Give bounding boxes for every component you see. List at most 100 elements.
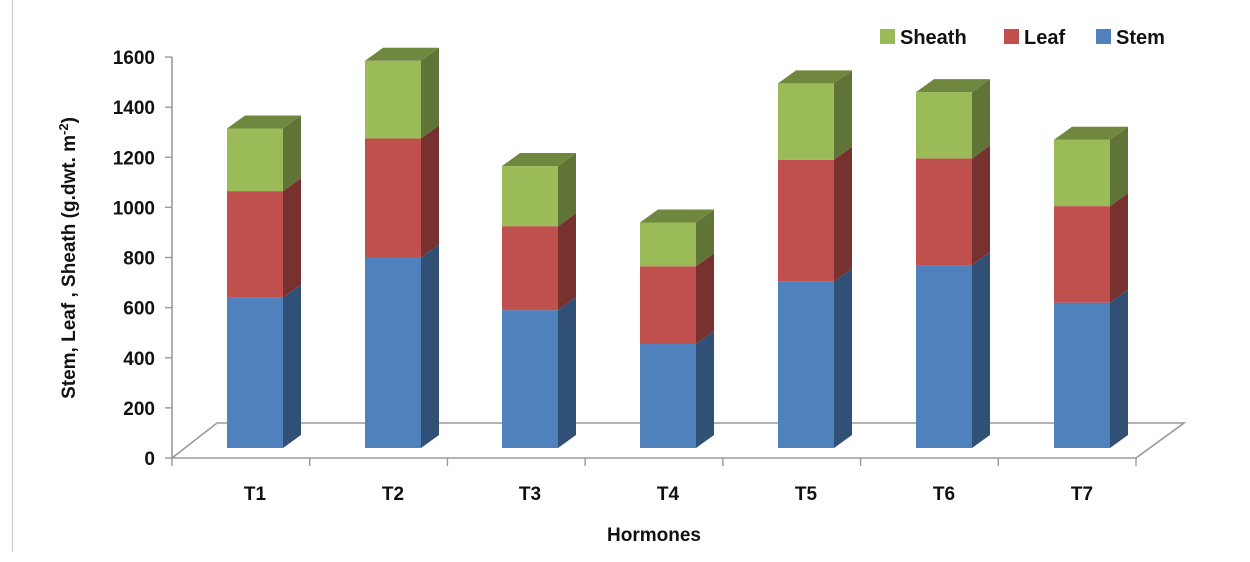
bar-segment-sheath [640, 209, 714, 267]
y-axis-title-main: Stem, Leaf , Sheath (g.dwt. m [59, 135, 80, 399]
bar-side [696, 209, 714, 267]
y-tick-label: 1600 [113, 48, 155, 69]
bar-side [283, 178, 301, 298]
y-axis-title: Stem, Leaf , Sheath (g.dwt. m-2) [56, 117, 80, 399]
bar-front [227, 297, 283, 448]
bar-stack-t1 [227, 115, 301, 448]
bar-top [365, 47, 439, 61]
bar-segment-sheath [916, 79, 990, 159]
bar-front [778, 159, 834, 282]
bar-side [558, 213, 576, 311]
bar-segment-stem [365, 244, 439, 448]
legend: Sheath Leaf Stem [880, 27, 1165, 49]
bar-stack-t3 [502, 153, 576, 448]
bar-front [916, 265, 972, 448]
bar-top [640, 209, 714, 223]
y-axis-title-superscript: -2 [56, 123, 71, 135]
bar-side [421, 244, 439, 448]
bar-side [972, 252, 990, 448]
bar-front [640, 266, 696, 344]
bar-front [227, 128, 283, 192]
x-tick-label: T7 [1071, 484, 1093, 505]
bar-front [365, 138, 421, 258]
bar-side [421, 47, 439, 139]
legend-label: Sheath [900, 27, 967, 49]
x-tick-label: T4 [657, 484, 680, 505]
legend-label: Stem [1116, 27, 1165, 49]
bar-side [834, 146, 852, 282]
bar-segment-leaf [1054, 193, 1128, 303]
bar-top [916, 79, 990, 93]
bar-side [834, 268, 852, 448]
bars [227, 47, 1128, 448]
bar-side [1110, 126, 1128, 207]
bar-side [421, 125, 439, 258]
bar-top [1054, 126, 1128, 140]
bar-segment-stem [227, 284, 301, 448]
y-tick-label: 0 [144, 449, 155, 470]
y-tick-label: 400 [123, 349, 155, 370]
y-axis-title-suffix: ) [59, 117, 80, 123]
bar-segment-leaf [778, 146, 852, 282]
bar-front [502, 310, 558, 448]
legend-swatch [880, 29, 895, 44]
bar-side [283, 115, 301, 192]
bar-side [972, 145, 990, 266]
bar-segment-stem [502, 297, 576, 448]
bar-side [696, 253, 714, 344]
x-tick-label: T1 [244, 484, 267, 505]
bar-segment-stem [778, 268, 852, 448]
y-tick-label: 600 [123, 299, 155, 320]
bar-top [227, 115, 301, 129]
bar-front [640, 343, 696, 448]
bar-segment-stem [1054, 289, 1128, 448]
bar-front [502, 226, 558, 311]
y-tick-label: 800 [123, 249, 155, 270]
x-tick-label: T5 [795, 484, 818, 505]
bar-front [1054, 302, 1110, 448]
bar-side [972, 79, 990, 159]
bar-side [558, 153, 576, 227]
bar-stack-t7 [1054, 126, 1128, 448]
bar-front [365, 257, 421, 448]
bar-front [778, 281, 834, 448]
bar-front [502, 166, 558, 227]
bar-side [558, 297, 576, 448]
x-tick-label: T6 [933, 484, 955, 505]
bar-front [640, 222, 696, 267]
x-tick-label: T2 [382, 484, 404, 505]
bar-segment-sheath [365, 47, 439, 139]
bar-stack-t4 [640, 209, 714, 448]
bar-front [227, 191, 283, 298]
bar-segment-leaf [640, 253, 714, 344]
x-axis-ticks: T1 T2 T3 T4 T5 T6 T7 [171, 458, 1137, 505]
legend-swatch [1096, 29, 1111, 44]
bar-segment-stem [916, 252, 990, 448]
legend-item-leaf: Leaf [1004, 27, 1065, 49]
bar-segment-stem [640, 330, 714, 448]
bar-segment-sheath [502, 153, 576, 227]
bar-side [1110, 289, 1128, 448]
y-tick-label: 1000 [113, 198, 155, 219]
bar-segment-leaf [365, 125, 439, 258]
legend-label: Leaf [1024, 27, 1065, 49]
bar-top [502, 153, 576, 167]
bar-segment-sheath [1054, 126, 1128, 207]
legend-item-stem: Stem [1096, 27, 1165, 49]
bar-side [696, 330, 714, 448]
y-tick-label: 200 [123, 399, 155, 420]
bar-side [834, 70, 852, 160]
bar-front [1054, 206, 1110, 303]
x-tick-label: T3 [519, 484, 541, 505]
y-tick-label: 1200 [113, 148, 155, 169]
legend-item-sheath: Sheath [880, 27, 967, 49]
y-axis: 0 200 400 600 800 1000 1200 1400 1600 [113, 48, 173, 470]
bar-front [778, 83, 834, 160]
bar-side [283, 284, 301, 448]
bar-segment-leaf [916, 145, 990, 266]
bar-top [778, 70, 852, 84]
bar-segment-sheath [778, 70, 852, 160]
bar-stack-t5 [778, 70, 852, 448]
bar-side [1110, 193, 1128, 303]
